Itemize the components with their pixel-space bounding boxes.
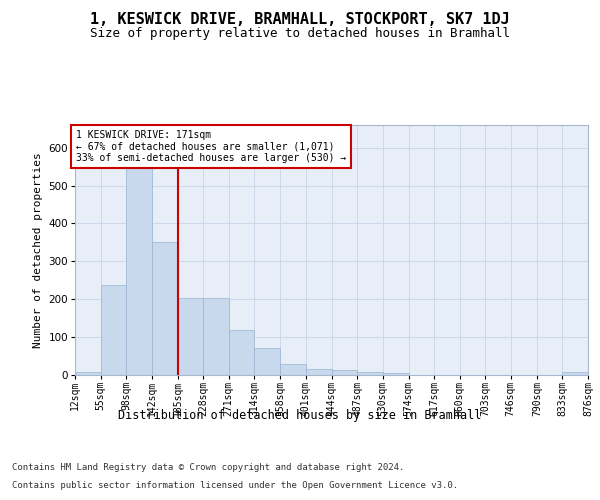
Bar — [126, 152, 152, 375]
Bar — [152, 242, 178, 375]
Bar — [331, 370, 357, 375]
Bar — [101, 285, 126, 375]
Bar — [383, 373, 409, 375]
Bar — [254, 348, 280, 375]
Bar — [280, 364, 306, 375]
Y-axis label: Number of detached properties: Number of detached properties — [33, 152, 43, 348]
Bar — [357, 372, 383, 375]
Bar — [178, 298, 203, 375]
Text: Contains public sector information licensed under the Open Government Licence v3: Contains public sector information licen… — [12, 481, 458, 490]
Bar — [562, 372, 588, 375]
Bar — [75, 372, 101, 375]
Text: Distribution of detached houses by size in Bramhall: Distribution of detached houses by size … — [118, 408, 482, 422]
Bar — [306, 370, 331, 375]
Bar — [203, 298, 229, 375]
Text: Size of property relative to detached houses in Bramhall: Size of property relative to detached ho… — [90, 28, 510, 40]
Text: 1, KESWICK DRIVE, BRAMHALL, STOCKPORT, SK7 1DJ: 1, KESWICK DRIVE, BRAMHALL, STOCKPORT, S… — [90, 12, 510, 28]
Text: 1 KESWICK DRIVE: 171sqm
← 67% of detached houses are smaller (1,071)
33% of semi: 1 KESWICK DRIVE: 171sqm ← 67% of detache… — [76, 130, 346, 162]
Bar — [229, 330, 254, 375]
Text: Contains HM Land Registry data © Crown copyright and database right 2024.: Contains HM Land Registry data © Crown c… — [12, 462, 404, 471]
